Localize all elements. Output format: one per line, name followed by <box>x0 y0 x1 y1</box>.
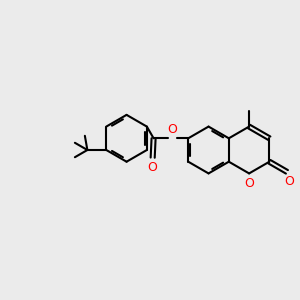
Text: O: O <box>284 175 294 188</box>
Text: O: O <box>168 124 177 136</box>
Text: O: O <box>148 161 158 174</box>
Text: O: O <box>244 177 254 190</box>
